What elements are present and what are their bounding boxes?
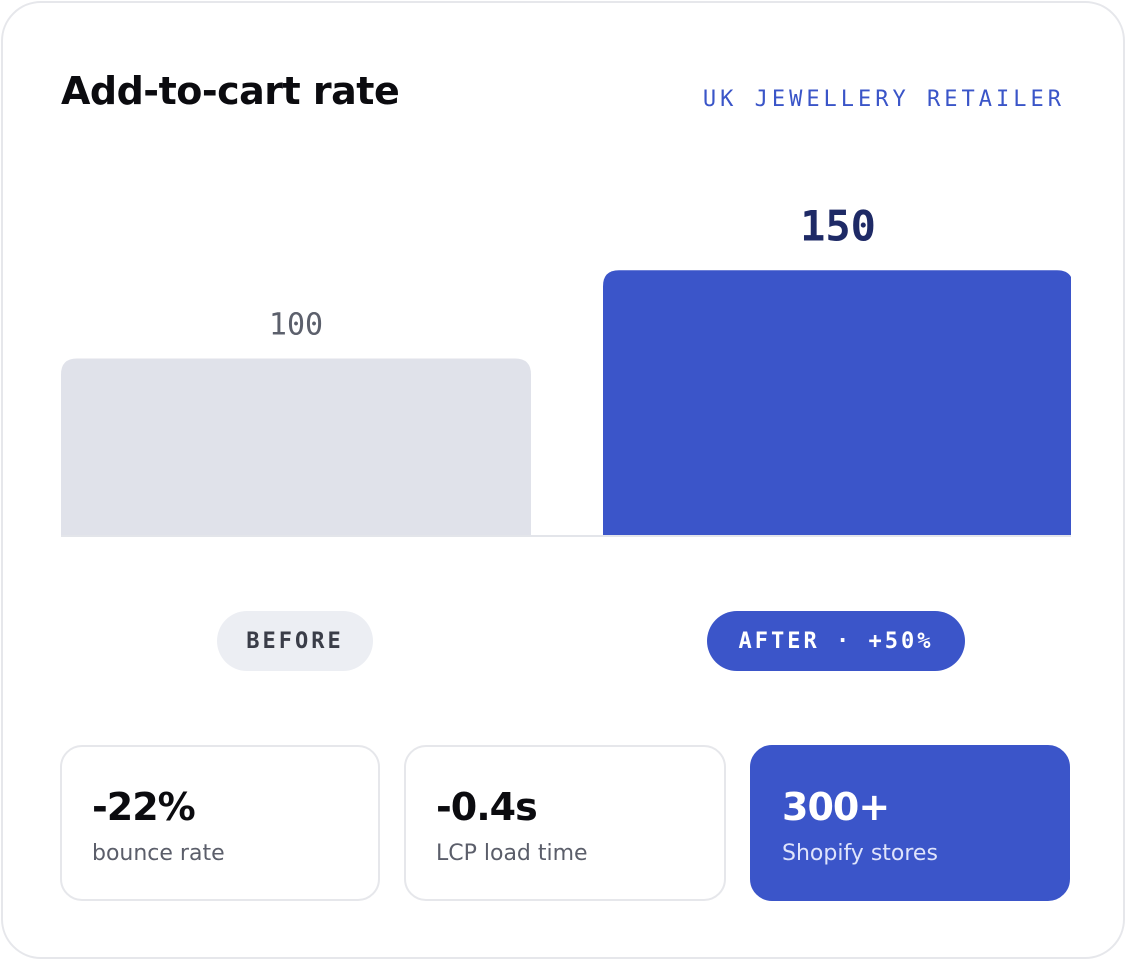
stat-card-lcp: -0.4s LCP load time bbox=[404, 745, 726, 901]
data-label-before: 100 bbox=[269, 308, 323, 343]
after-pill: AFTER · +50% bbox=[707, 611, 965, 671]
bar-chart-svg: 100 150 bbox=[61, 201, 1071, 537]
stat-value: -22% bbox=[92, 785, 196, 829]
chart-title: Add-to-cart rate bbox=[61, 69, 400, 113]
stat-card-bounce: -22% bounce rate bbox=[60, 745, 380, 901]
bar-before bbox=[61, 358, 531, 535]
stat-value: 300+ bbox=[782, 785, 890, 829]
stat-label: LCP load time bbox=[436, 841, 588, 866]
before-pill: BEFORE bbox=[217, 611, 373, 671]
bar-chart: 100 150 bbox=[61, 153, 1071, 538]
retailer-tag: UK JEWELLERY RETAILER bbox=[702, 87, 1065, 112]
stat-label: bounce rate bbox=[92, 841, 225, 866]
stat-label: Shopify stores bbox=[782, 841, 938, 866]
data-label-after: 150 bbox=[800, 201, 876, 250]
stat-value: -0.4s bbox=[436, 785, 538, 829]
stat-card-stores: 300+ Shopify stores bbox=[750, 745, 1070, 901]
bar-after bbox=[603, 270, 1071, 535]
